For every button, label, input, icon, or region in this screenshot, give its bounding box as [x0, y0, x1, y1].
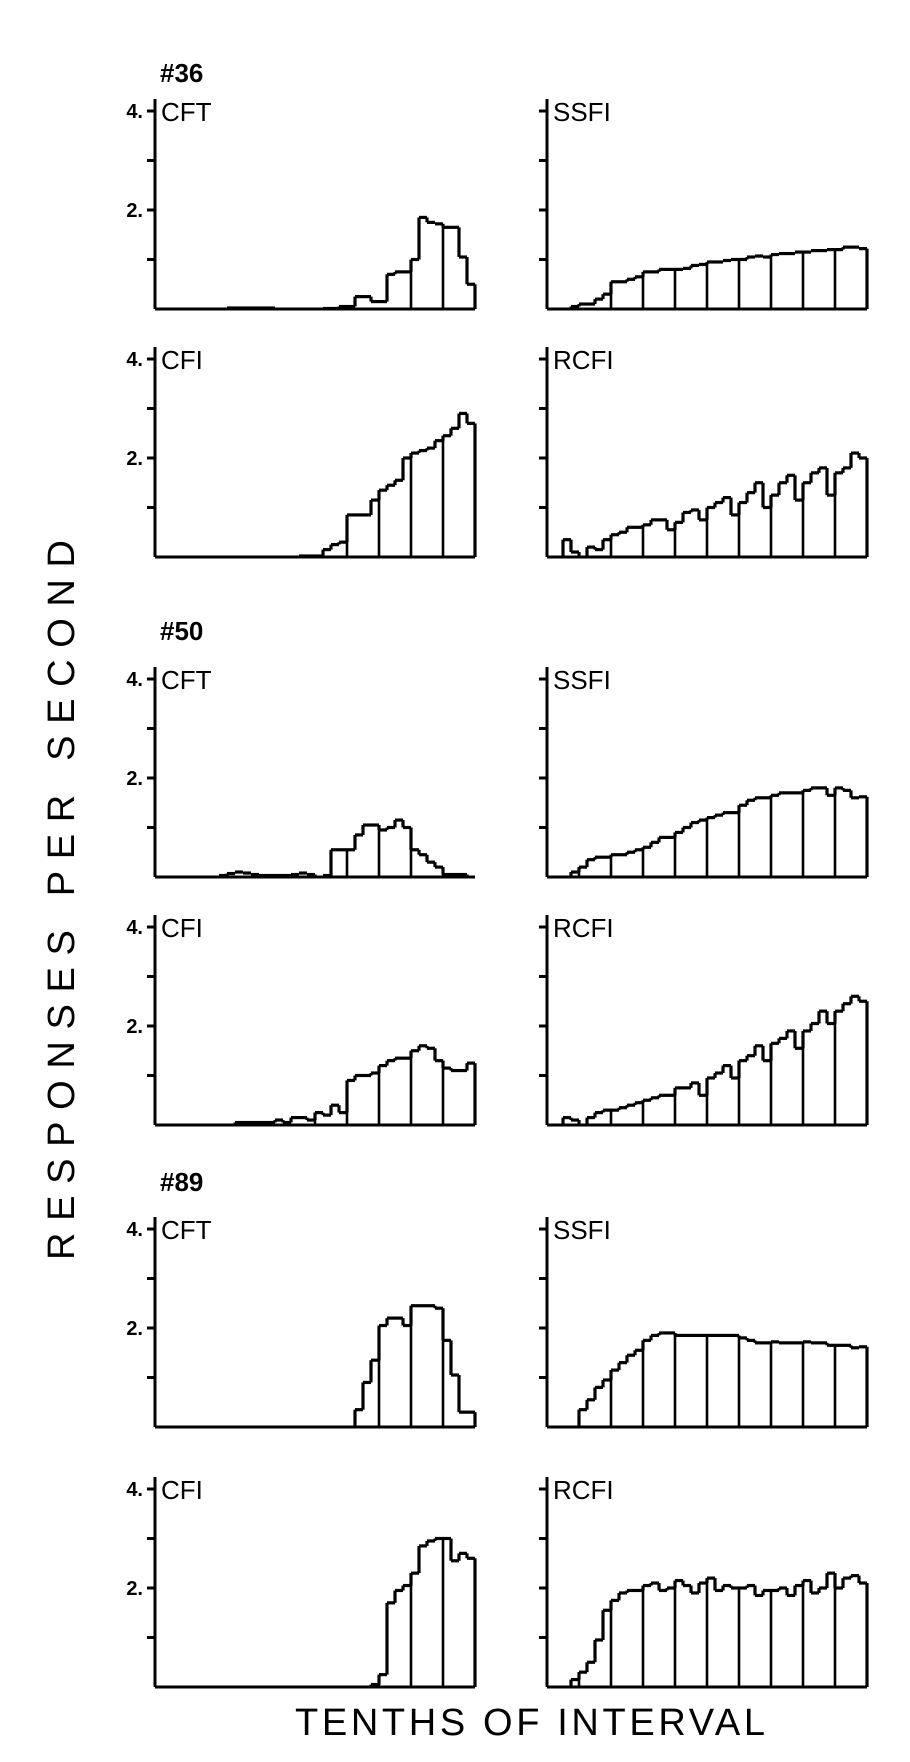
- panel-label: CFT: [161, 1215, 212, 1245]
- panel-label: CFI: [161, 913, 203, 943]
- panel-3: 4. 2. CFI: [126, 345, 477, 559]
- y-tick-label: 4.: [126, 349, 143, 371]
- panels-group: 4. 2. CFT SSFI 4. 2. CFI RCFI 4. 2. CFT SSFI 4. 2. CFI…: [126, 97, 869, 1689]
- subject-label-36: #36: [160, 58, 203, 88]
- panel-2: SSFI: [539, 97, 869, 311]
- panel-label: SSFI: [553, 1215, 611, 1245]
- panel-6: SSFI: [539, 665, 869, 879]
- y-tick-label: 4.: [126, 1219, 143, 1241]
- panel-label: CFI: [161, 1475, 203, 1505]
- y-tick-label: 4.: [126, 669, 143, 691]
- panel-label: CFI: [161, 345, 203, 375]
- y-tick-label: 4.: [126, 1479, 143, 1501]
- panel-label: RCFI: [553, 913, 614, 943]
- panel-4: RCFI: [539, 345, 869, 559]
- panel-12: RCFI: [539, 1475, 869, 1689]
- y-axis-title: RESPONSES PER SECOND: [41, 540, 83, 1260]
- y-tick-label: 4.: [126, 917, 143, 939]
- subject-label-89: #89: [160, 1167, 203, 1197]
- panel-label: CFT: [161, 97, 212, 127]
- panel-10: SSFI: [539, 1215, 869, 1429]
- panel-label: SSFI: [553, 665, 611, 695]
- y-tick-label: 2.: [126, 1318, 143, 1340]
- panel-label: RCFI: [553, 345, 614, 375]
- panel-label: CFT: [161, 665, 212, 695]
- panel-9: 4. 2. CFT: [126, 1215, 477, 1429]
- panel-11: 4. 2. CFI: [126, 1475, 477, 1689]
- y-tick-label: 4.: [126, 101, 143, 123]
- y-tick-label: 2.: [126, 768, 143, 790]
- x-axis-title: TENTHS OF INTERVAL: [295, 1702, 765, 1744]
- panel-8: RCFI: [539, 913, 869, 1127]
- y-tick-label: 2.: [126, 448, 143, 470]
- panel-1: 4. 2. CFT: [126, 97, 477, 311]
- y-tick-label: 2.: [126, 1016, 143, 1038]
- panel-label: RCFI: [553, 1475, 614, 1505]
- y-tick-label: 2.: [126, 1578, 143, 1600]
- subject-label-50: #50: [160, 616, 203, 646]
- panel-label: SSFI: [553, 97, 611, 127]
- y-tick-label: 2.: [126, 200, 143, 222]
- panel-7: 4. 2. CFI: [126, 913, 477, 1127]
- panel-5: 4. 2. CFT: [126, 665, 475, 879]
